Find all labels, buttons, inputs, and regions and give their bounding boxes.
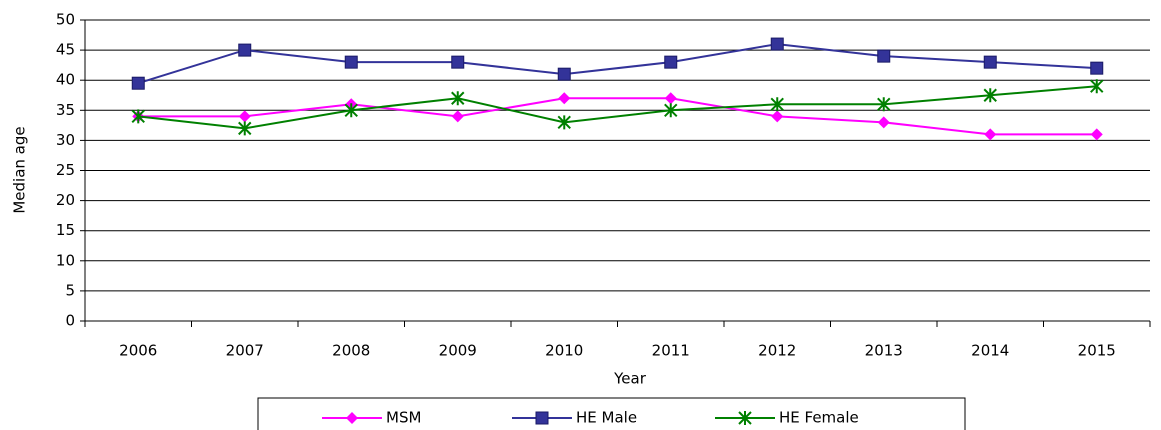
legend-box	[257, 397, 966, 430]
series-line	[138, 85, 1097, 130]
y-tick-label: 5	[65, 281, 75, 299]
marker	[738, 411, 752, 425]
legend-label: MSM	[386, 409, 421, 427]
marker	[664, 55, 678, 69]
marker	[1090, 61, 1104, 75]
marker	[344, 55, 358, 69]
y-tick-label: 30	[56, 131, 75, 149]
marker	[131, 76, 145, 90]
x-tick-label: 2006	[119, 342, 157, 360]
legend-label: HE Male	[576, 409, 637, 427]
marker	[238, 110, 251, 123]
marker	[984, 128, 997, 141]
y-tick-label: 45	[56, 41, 75, 59]
y-tick-label: 0	[65, 312, 75, 330]
marker	[983, 88, 997, 103]
marker	[664, 92, 677, 105]
marker	[1090, 79, 1104, 94]
x-tick-label: 2008	[332, 342, 370, 360]
x-tick-label: 2015	[1078, 342, 1116, 360]
series-line	[138, 97, 1097, 136]
marker	[535, 411, 549, 425]
x-tick-label: 2011	[652, 342, 690, 360]
y-tick-label: 10	[56, 251, 75, 269]
marker	[451, 110, 464, 123]
x-tick-label: 2007	[226, 342, 264, 360]
marker	[770, 37, 784, 51]
marker	[131, 109, 145, 124]
marker	[451, 91, 465, 106]
marker	[238, 43, 252, 57]
y-axis-label: Median age	[11, 126, 29, 213]
x-tick-label: 2012	[758, 342, 796, 360]
series-line	[137, 43, 1097, 85]
marker	[451, 55, 465, 69]
y-tick-label: 25	[56, 161, 75, 179]
marker	[983, 55, 997, 69]
y-tick-label: 50	[56, 11, 75, 29]
marker	[557, 115, 571, 130]
x-tick-label: 2013	[865, 342, 903, 360]
x-tick-label: 2009	[439, 342, 477, 360]
y-tick-label: 35	[56, 101, 75, 119]
marker	[877, 116, 890, 129]
x-axis-label: Year	[613, 370, 647, 388]
marker	[877, 97, 891, 112]
marker	[344, 103, 358, 118]
marker	[877, 49, 891, 63]
marker	[664, 103, 678, 118]
y-tick-label: 15	[56, 221, 75, 239]
marker	[557, 67, 571, 81]
marker	[1090, 128, 1103, 141]
marker	[558, 92, 571, 105]
marker	[771, 110, 784, 123]
x-tick-label: 2014	[971, 342, 1009, 360]
y-tick-label: 40	[56, 71, 75, 89]
marker	[346, 412, 358, 424]
marker	[770, 97, 784, 112]
legend-label: HE Female	[779, 409, 859, 427]
y-tick-label: 20	[56, 191, 75, 209]
marker	[238, 121, 252, 136]
x-tick-label: 2010	[545, 342, 583, 360]
